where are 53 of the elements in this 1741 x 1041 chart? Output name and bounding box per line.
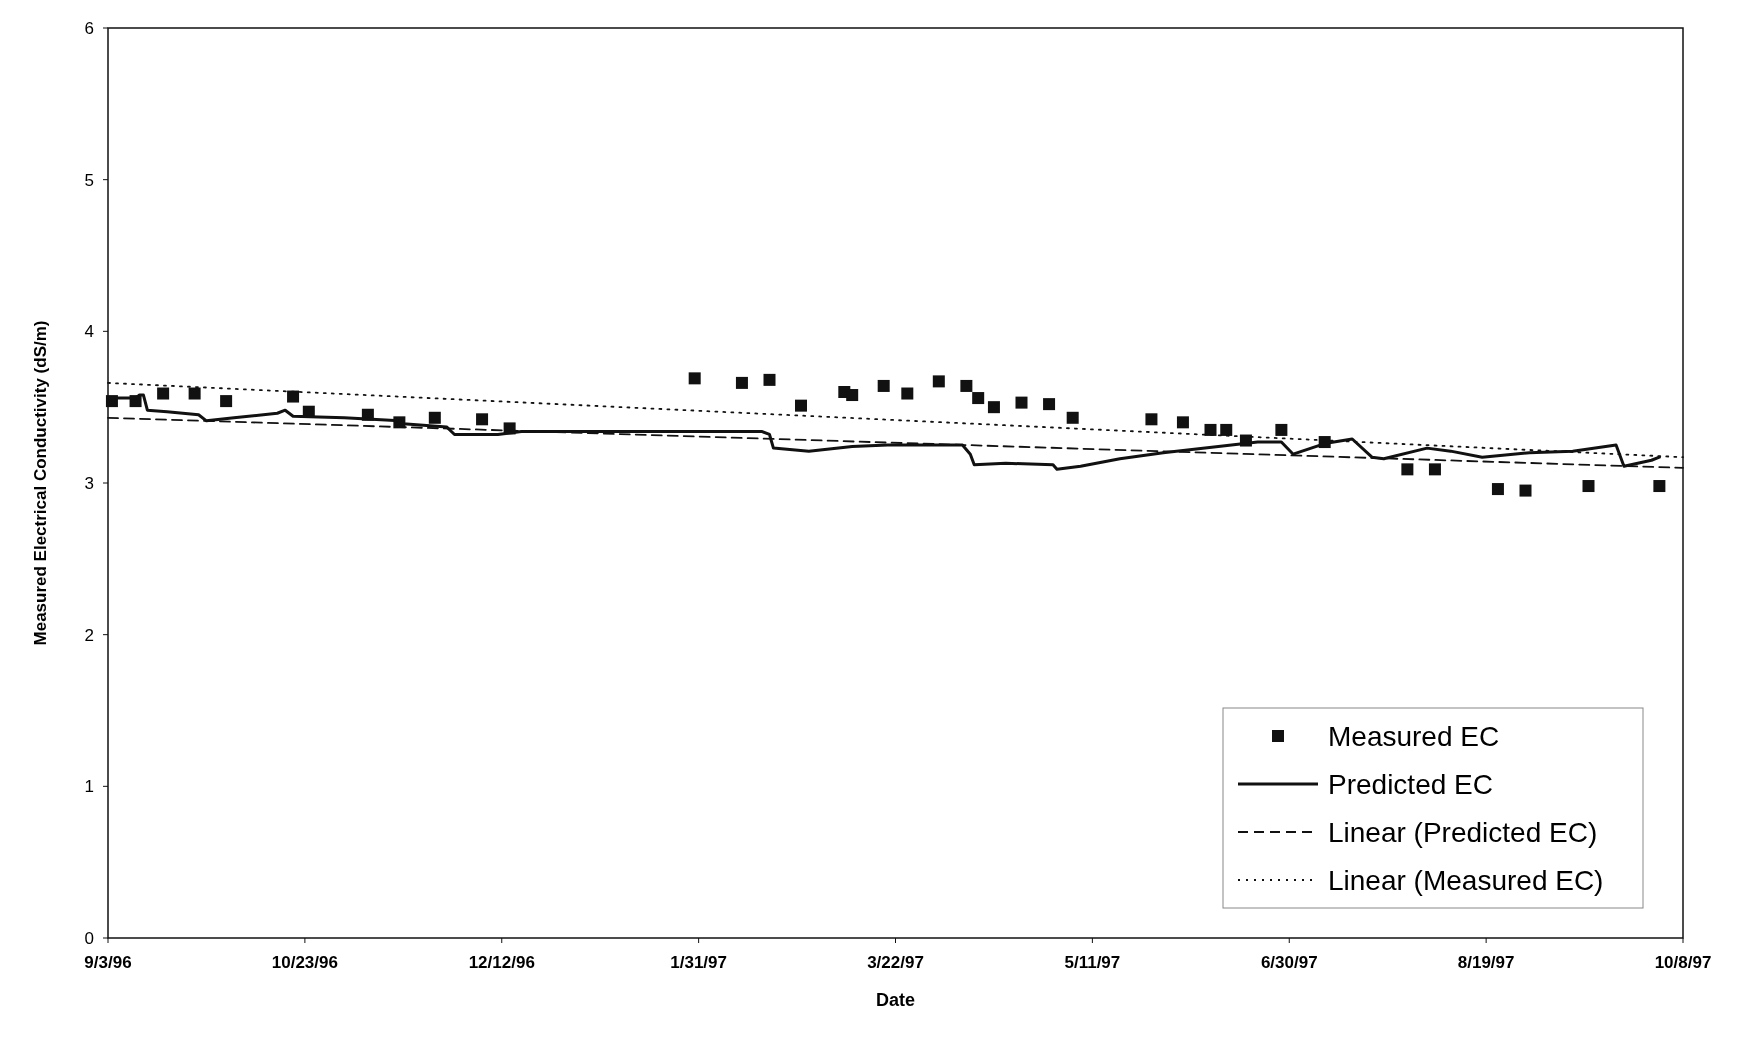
legend-label: Measured EC <box>1328 720 1500 752</box>
point <box>1428 463 1441 476</box>
point <box>877 379 890 392</box>
y-tick-label: 3 <box>84 473 94 493</box>
point <box>1519 484 1532 497</box>
legend-label: Predicted EC <box>1328 768 1493 800</box>
point <box>1401 463 1414 476</box>
point <box>1653 480 1666 493</box>
x-tick-label: 6/30/97 <box>1260 953 1318 972</box>
y-axis-title: Measured Electrical Conductivity (dS/m) <box>31 320 50 646</box>
x-tick-label: 1/31/97 <box>670 953 727 972</box>
point <box>1066 411 1079 424</box>
y-tick-label: 1 <box>84 777 94 797</box>
y-tick-label: 6 <box>84 18 94 38</box>
point <box>1204 423 1217 436</box>
point <box>1015 396 1028 409</box>
point <box>901 387 914 400</box>
point <box>157 387 170 400</box>
point <box>987 401 1000 414</box>
x-tick-label: 8/19/97 <box>1457 953 1515 972</box>
x-tick-label: 10/8/97 <box>1654 953 1712 972</box>
point <box>1176 416 1189 429</box>
legend-label: Linear (Predicted EC) <box>1328 816 1598 848</box>
y-tick-label: 0 <box>84 928 94 948</box>
point <box>1220 423 1233 436</box>
y-tick-label: 5 <box>84 170 94 190</box>
x-axis-title: Date <box>875 990 916 1010</box>
x-tick-label: 10/23/96 <box>271 953 338 972</box>
legend-label: Linear (Measured EC) <box>1328 864 1604 896</box>
point <box>1275 423 1288 436</box>
point <box>1582 480 1595 493</box>
point <box>1491 483 1504 496</box>
x-tick-label: 12/12/96 <box>468 953 535 972</box>
point <box>960 379 973 392</box>
point <box>1043 398 1056 411</box>
point <box>972 392 985 405</box>
y-tick-label: 2 <box>84 625 94 645</box>
point <box>763 373 776 386</box>
point <box>795 399 807 412</box>
x-tick-label: 5/11/97 <box>1064 953 1121 972</box>
point <box>735 376 748 389</box>
point <box>688 372 701 385</box>
y-tick-label: 4 <box>84 322 94 342</box>
point <box>287 390 300 403</box>
point <box>428 411 441 424</box>
point <box>846 389 859 402</box>
point <box>188 387 201 400</box>
point <box>476 413 489 426</box>
point <box>932 375 945 388</box>
point <box>1145 413 1158 426</box>
x-tick-label: 9/3/96 <box>84 953 132 972</box>
point <box>220 395 233 408</box>
x-tick-label: 3/22/97 <box>867 953 924 972</box>
